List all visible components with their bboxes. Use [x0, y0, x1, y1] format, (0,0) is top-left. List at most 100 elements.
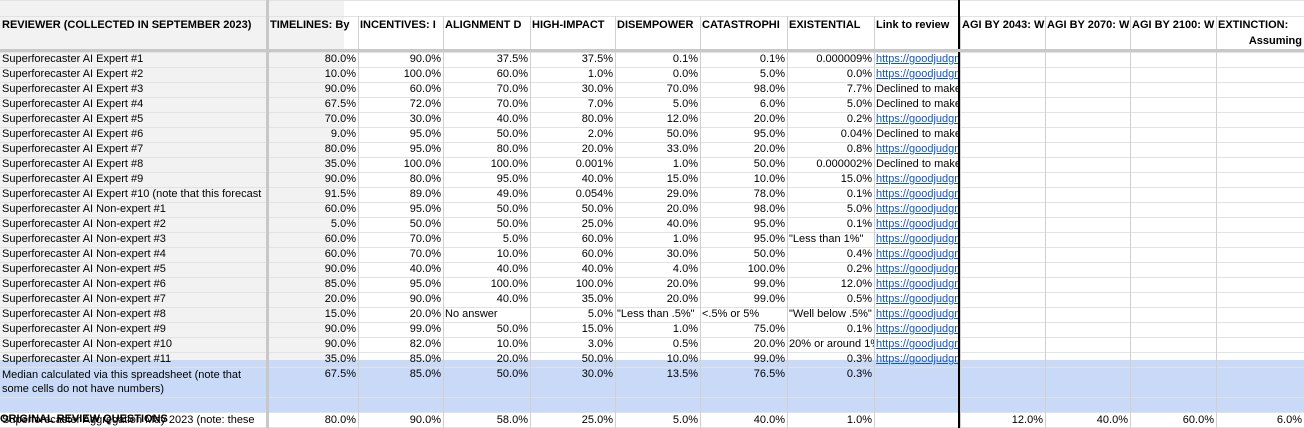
table-row-10-timelines: 91.5%: [324, 188, 356, 200]
gridline-h: [0, 397, 1304, 398]
table-row-19-link[interactable]: https://goodjudgment: [876, 323, 960, 335]
column-header-high-impact[interactable]: HIGH-IMPACT: [532, 19, 605, 31]
table-row-11-disempower: 20.0%: [666, 203, 698, 215]
table-row-9-link[interactable]: https://goodjudgment: [876, 173, 960, 185]
column-header-existential[interactable]: EXISTENTIAL: [789, 19, 861, 31]
table-row-5-incentives: 30.0%: [409, 113, 441, 125]
gridline-h: [0, 97, 1304, 98]
table-row-15-incentives: 40.0%: [409, 263, 441, 275]
table-row-17-incentives: 90.0%: [409, 293, 441, 305]
gridline-h: [0, 0, 1304, 1]
table-row-3-alignment: 70.0%: [496, 83, 528, 95]
table-row-21-incentives: 85.0%: [409, 353, 441, 365]
aggregation-row-disempower: 5.0%: [672, 414, 698, 426]
gridline-h: [0, 16, 1304, 17]
table-row-11-link[interactable]: https://goodjudgment: [876, 203, 960, 215]
table-row-8-existential: 0.000002%: [816, 158, 872, 170]
table-row-3-link[interactable]: Declined to make: [876, 83, 960, 95]
table-row-6-link[interactable]: Declined to make: [876, 128, 960, 140]
table-row-2-high-impact: 1.0%: [587, 68, 613, 80]
table-row-20-link[interactable]: https://goodjudgment: [876, 338, 960, 350]
table-row-3-timelines: 90.0%: [324, 83, 356, 95]
column-header-disempower[interactable]: DISEMPOWER: [617, 19, 694, 31]
median-row-catastrophic: 76.5%: [753, 368, 785, 380]
column-header-link[interactable]: Link to review: [876, 19, 950, 31]
table-row-2-timelines: 10.0%: [324, 68, 356, 80]
table-row-5-link[interactable]: https://goodjudgment: [876, 113, 960, 125]
aggregation-row-agi-2070: 40.0%: [1096, 414, 1128, 426]
table-row-3-existential: 7.7%: [846, 83, 872, 95]
table-row-18-existential: "Well below .5%": [789, 308, 872, 320]
table-row-11-existential: 5.0%: [846, 203, 872, 215]
empty-supplemental-area: [0, 0, 344, 360]
table-row-10-link[interactable]: https://goodjudgment: [876, 188, 960, 200]
gridline-h: [0, 367, 1304, 368]
table-row-2-link[interactable]: https://goodjudgment: [876, 68, 960, 80]
table-row-17-reviewer: Superforecaster AI Non-expert #7: [2, 293, 166, 305]
table-row-15-link[interactable]: https://goodjudgment: [876, 263, 960, 275]
table-row-8-incentives: 100.0%: [403, 158, 441, 170]
gridline-h: [0, 307, 1304, 308]
column-header-timelines[interactable]: TIMELINES: By: [270, 19, 350, 31]
table-row-14-existential: 0.4%: [846, 248, 872, 260]
frozen-row-divider: [0, 49, 1304, 52]
table-row-7-incentives: 95.0%: [409, 143, 441, 155]
table-row-17-link[interactable]: https://goodjudgment: [876, 293, 960, 305]
table-row-7-disempower: 33.0%: [666, 143, 698, 155]
table-row-21-link[interactable]: https://goodjudgment: [876, 353, 960, 365]
table-row-9-timelines: 90.0%: [324, 173, 356, 185]
table-row-11-reviewer: Superforecaster AI Non-expert #1: [2, 203, 166, 215]
table-row-4-link[interactable]: Declined to make: [876, 98, 960, 110]
table-row-19-existential: 0.1%: [846, 323, 872, 335]
column-header-agi-2070[interactable]: AGI BY 2070: W: [1047, 19, 1130, 31]
column-header-incentives[interactable]: INCENTIVES: I: [360, 19, 436, 31]
table-row-10-reviewer: Superforecaster AI Expert #10 (note that…: [2, 188, 262, 200]
column-header-agi-2100[interactable]: AGI BY 2100: W: [1132, 19, 1215, 31]
aggregation-row-alignment: 58.0%: [496, 414, 528, 426]
column-header-reviewer[interactable]: REVIEWER (COLLECTED IN SEPTEMBER 2023): [2, 19, 252, 31]
column-header-alignment[interactable]: ALIGNMENT D: [445, 19, 522, 31]
table-row-14-alignment: 10.0%: [496, 248, 528, 260]
column-header-catastrophic[interactable]: CATASTROPHI: [702, 19, 780, 31]
median-row-alignment: 50.0%: [496, 368, 528, 380]
table-row-7-high-impact: 20.0%: [581, 143, 613, 155]
table-row-17-high-impact: 35.0%: [581, 293, 613, 305]
aggregation-row-existential: 1.0%: [846, 414, 872, 426]
column-header-extinction[interactable]: EXTINCTION:: [1218, 19, 1289, 31]
table-row-13-link[interactable]: https://goodjudgment: [876, 233, 960, 245]
table-row-5-alignment: 40.0%: [496, 113, 528, 125]
table-row-1-link[interactable]: https://goodjudgment: [876, 53, 960, 65]
table-row-16-link[interactable]: https://goodjudgment: [876, 278, 960, 290]
table-row-13-high-impact: 60.0%: [581, 233, 613, 245]
table-row-8-high-impact: 0.001%: [575, 158, 613, 170]
table-row-14-catastrophic: 50.0%: [753, 248, 785, 260]
table-row-21-existential: 0.3%: [846, 353, 872, 365]
table-row-12-high-impact: 25.0%: [581, 218, 613, 230]
table-row-21-reviewer: Superforecaster AI Non-expert #11: [2, 353, 172, 365]
median-row-existential: 0.3%: [846, 368, 872, 380]
column-header-agi-2043[interactable]: AGI BY 2043: W: [962, 19, 1045, 31]
table-row-18-link[interactable]: https://goodjudgment: [876, 308, 960, 320]
table-row-15-timelines: 90.0%: [324, 263, 356, 275]
gridline-h: [0, 337, 1304, 338]
median-row-high-impact: 30.0%: [581, 368, 613, 380]
table-row-12-link[interactable]: https://goodjudgment: [876, 218, 960, 230]
table-row-9-catastrophic: 10.0%: [753, 173, 785, 185]
table-row-11-incentives: 95.0%: [409, 203, 441, 215]
table-row-18-catastrophic: <.5% or 5%: [702, 308, 760, 320]
table-row-4-disempower: 5.0%: [672, 98, 698, 110]
table-row-10-high-impact: 0.054%: [575, 188, 613, 200]
table-row-15-disempower: 4.0%: [672, 263, 698, 275]
aggregation-row-agi-2043: 12.0%: [1011, 414, 1043, 426]
table-row-8-alignment: 100.0%: [490, 158, 528, 170]
table-row-17-alignment: 40.0%: [496, 293, 528, 305]
table-row-3-catastrophic: 98.0%: [753, 83, 785, 95]
table-row-8-link[interactable]: Declined to make: [876, 158, 960, 170]
table-row-13-reviewer: Superforecaster AI Non-expert #3: [2, 233, 166, 245]
table-row-4-high-impact: 7.0%: [587, 98, 613, 110]
table-row-12-disempower: 40.0%: [666, 218, 698, 230]
table-row-7-link[interactable]: https://goodjudgment: [876, 143, 960, 155]
table-row-14-link[interactable]: https://goodjudgment: [876, 248, 960, 260]
table-row-14-timelines: 60.0%: [324, 248, 356, 260]
table-row-18-reviewer: Superforecaster AI Non-expert #8: [2, 308, 166, 320]
